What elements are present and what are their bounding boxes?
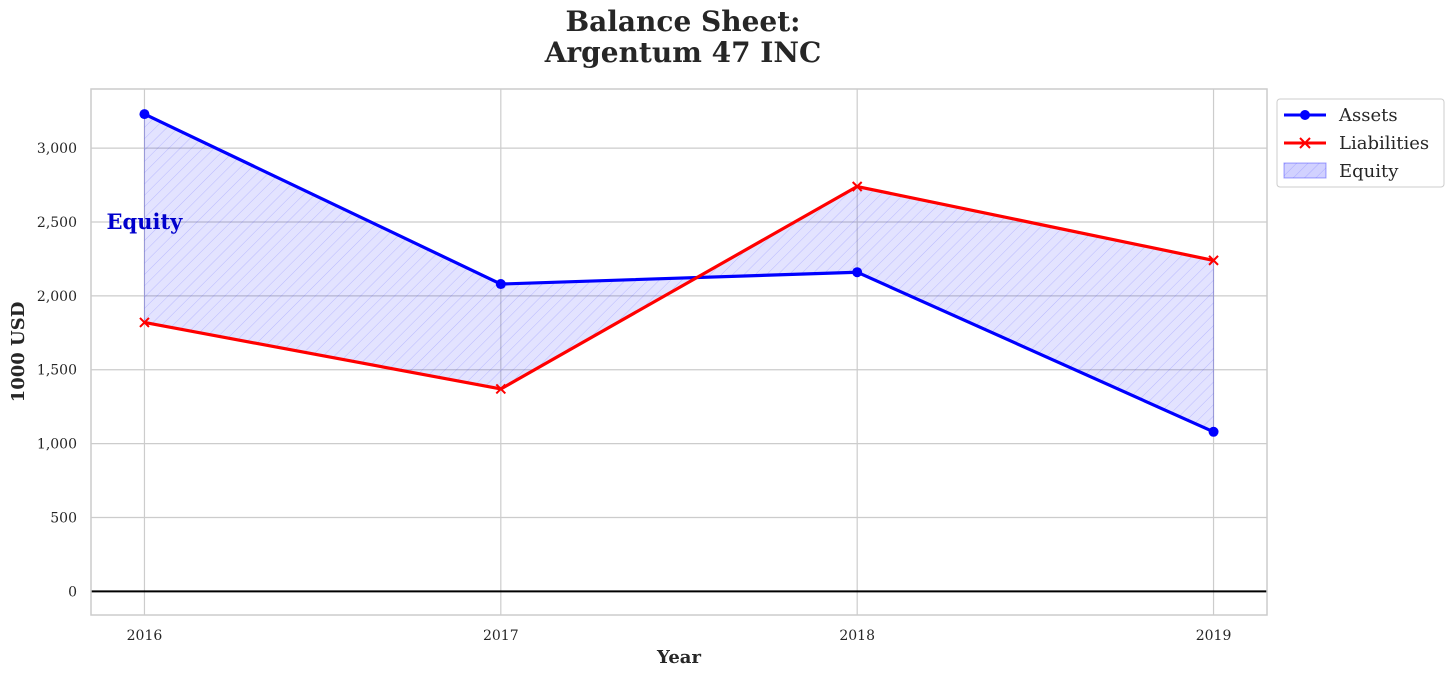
y-tick-label: 1,000 bbox=[37, 437, 77, 453]
y-tick-label: 2,000 bbox=[37, 289, 77, 305]
legend-assets-label: Assets bbox=[1338, 105, 1398, 126]
point-liabilities bbox=[851, 181, 863, 192]
x-tick-label: 2017 bbox=[483, 628, 519, 644]
point-liabilities bbox=[495, 383, 507, 395]
equity-hatch bbox=[144, 114, 1214, 432]
point-liabilities bbox=[139, 317, 150, 328]
plot-frame bbox=[90, 88, 1268, 616]
x-tick-label: 2018 bbox=[839, 628, 875, 644]
legend-equity-label: Equity bbox=[1339, 161, 1399, 182]
legend: Assets Liabilities Equity bbox=[1276, 98, 1445, 188]
legend-equity-hatch bbox=[1284, 163, 1326, 178]
x-tick-label: 2016 bbox=[127, 628, 163, 644]
legend-liabilities-marker bbox=[1299, 137, 1311, 149]
legend-assets-marker bbox=[1300, 110, 1310, 120]
y-tick-label: 1,500 bbox=[37, 363, 77, 379]
point-assets bbox=[1208, 426, 1219, 437]
series-line-liabilities bbox=[144, 184, 1214, 391]
point-assets bbox=[139, 109, 150, 120]
chart-title-line-2: Argentum 47 INC bbox=[544, 36, 822, 69]
x-axis-label: Year bbox=[656, 647, 701, 668]
equity-annotation: Equity bbox=[107, 209, 184, 234]
y-tick-label: 2,500 bbox=[37, 215, 77, 231]
point-liabilities bbox=[1208, 255, 1219, 266]
x-tick-label: 2019 bbox=[1196, 628, 1232, 644]
y-tick-label: 0 bbox=[68, 584, 77, 600]
y-axis-label: 1000 USD bbox=[8, 302, 29, 403]
y-tick-label: 3,000 bbox=[37, 141, 77, 157]
plot-area: 0 500 1,000 1,500 2,000 2,500 3,000 2016 2017 201… bbox=[37, 88, 1268, 644]
series-line-assets bbox=[143, 112, 1215, 434]
point-assets bbox=[495, 279, 506, 290]
legend-liabilities-label: Liabilities bbox=[1339, 133, 1429, 154]
chart-title-line-1: Balance Sheet: bbox=[565, 5, 800, 38]
y-tick-label: 500 bbox=[50, 510, 77, 526]
point-assets bbox=[852, 267, 863, 278]
